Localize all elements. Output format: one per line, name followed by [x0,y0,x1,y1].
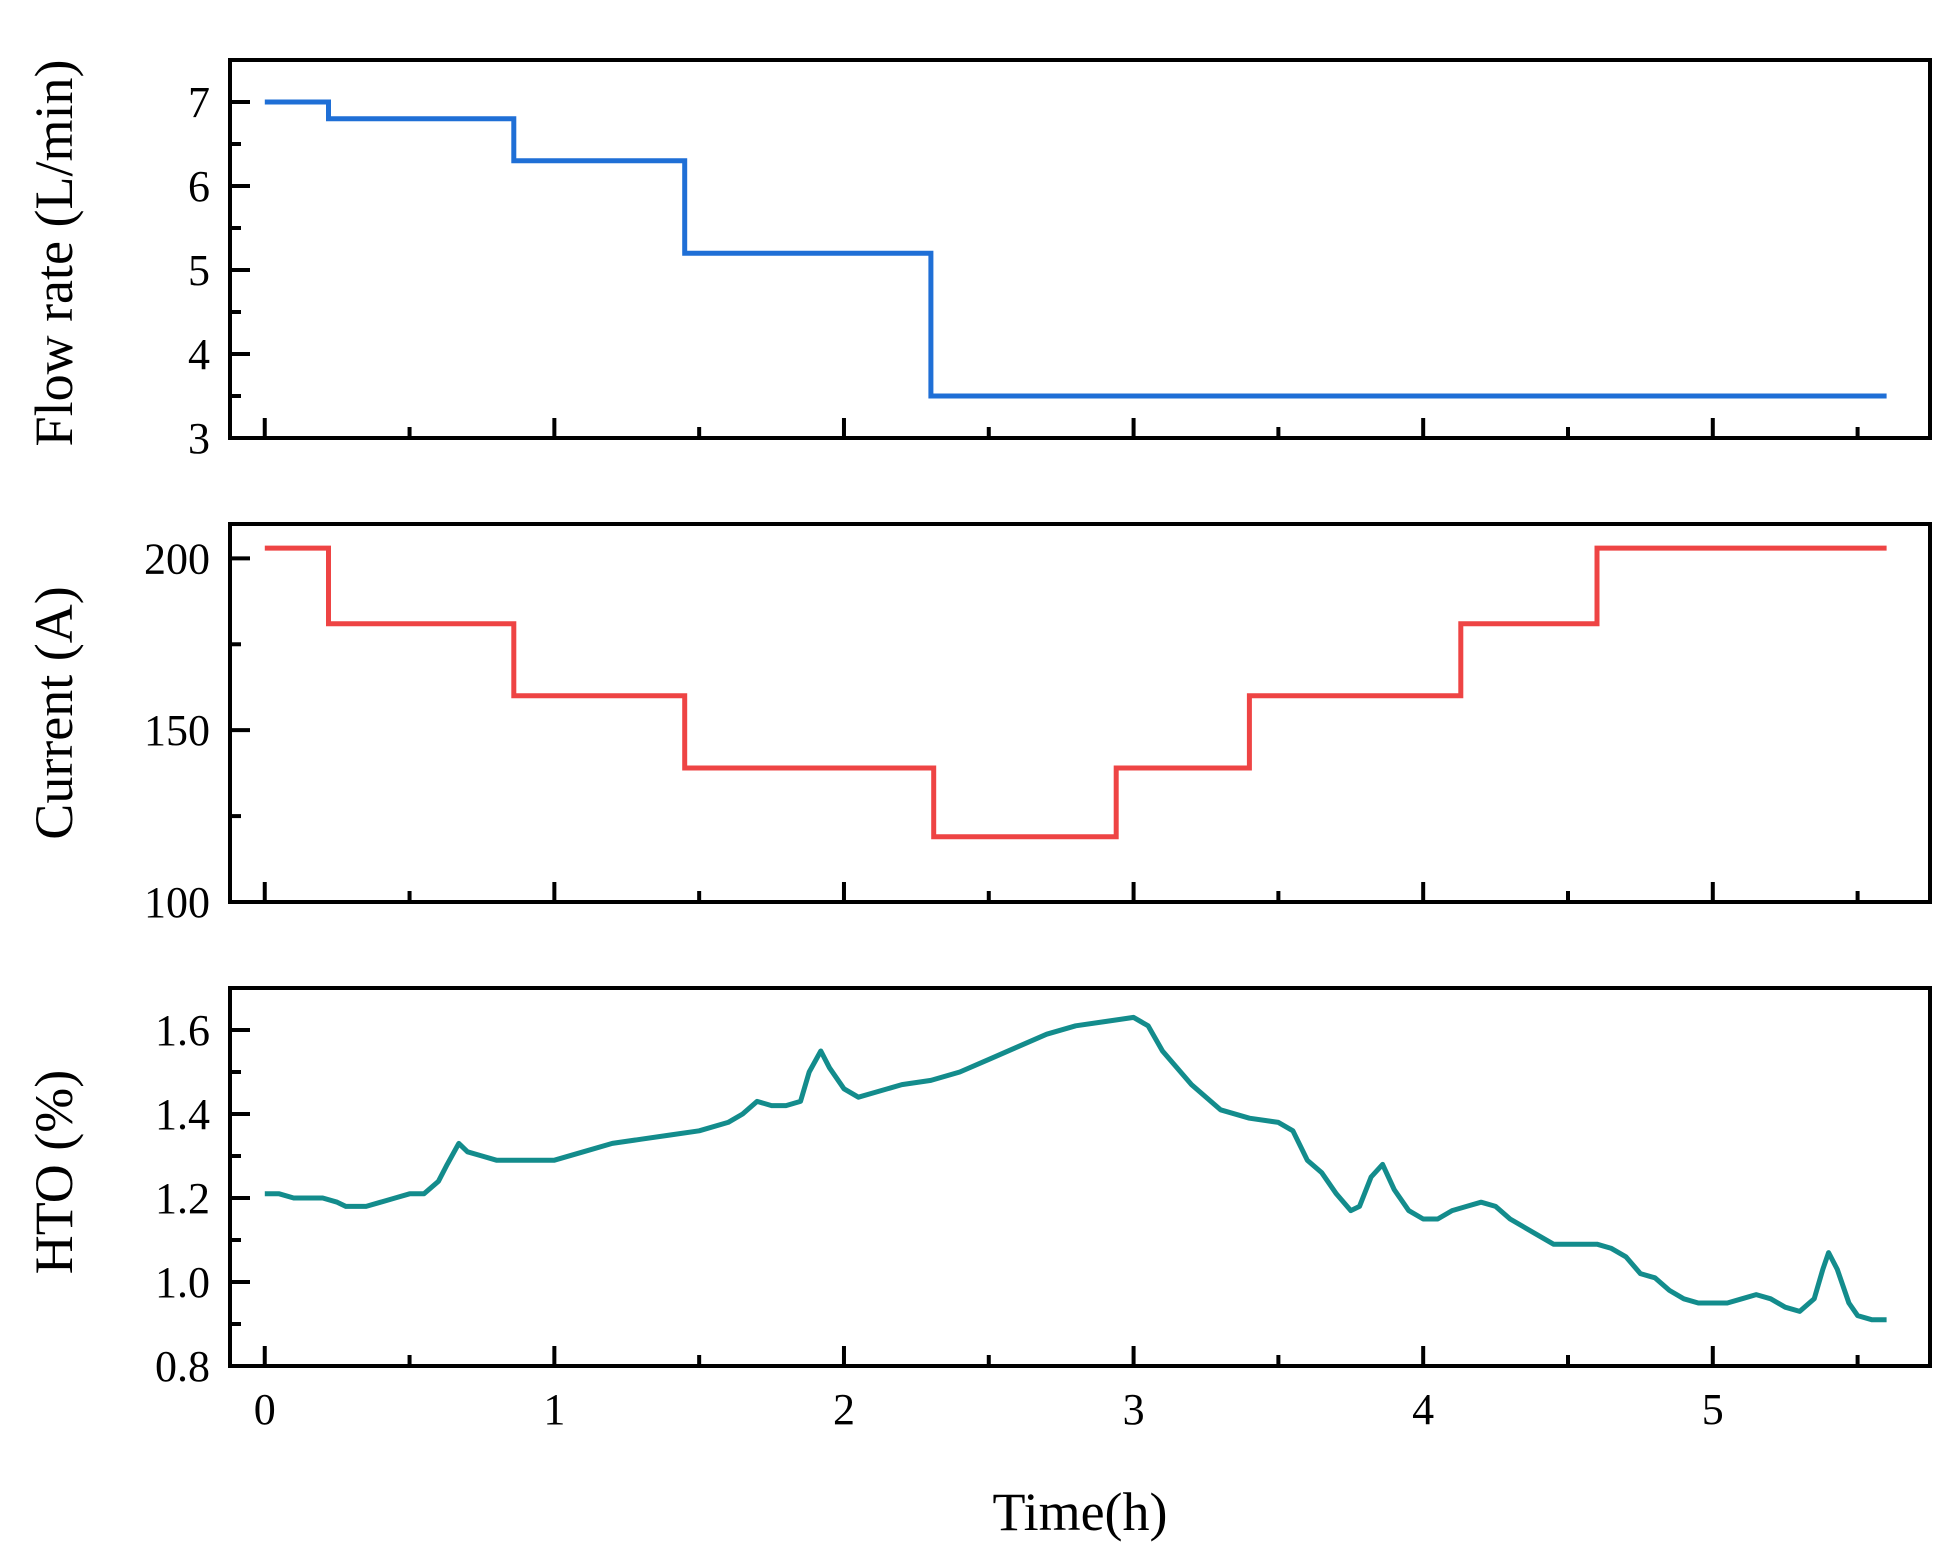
hto-y-tick-labels: 0.8 1.0 1.2 1.4 1.6 [155,1006,210,1391]
current-panel: 100 150 200 Current (A) [24,522,1932,927]
flow-rate-plot-frame [228,58,1932,440]
hto-panel: 0.8 1.0 1.2 1.4 1.6 0 1 2 3 4 5 HTO (%) Time(h) [24,986,1932,1542]
x-tick-label: 0 [254,1385,276,1434]
y-tick-label: 3 [188,414,210,463]
current-ticks [230,556,1860,904]
y-tick-label: 200 [144,534,210,583]
hto-x-tick-labels: 0 1 2 3 4 5 [254,1385,1724,1434]
y-tick-label: 100 [144,878,210,927]
y-tick-label: 1.4 [155,1090,210,1139]
hto-plot-frame [228,986,1932,1368]
y-tick-label: 5 [188,246,210,295]
flow-rate-y-axis-title: Flow rate (L/min) [24,60,84,447]
x-tick-label: 5 [1702,1385,1724,1434]
hto-ticks [230,986,1860,1368]
current-y-tick-labels: 100 150 200 [144,534,210,927]
y-tick-label: 150 [144,706,210,755]
x-axis-title: Time(h) [992,1482,1167,1542]
current-y-axis-title: Current (A) [24,586,84,839]
flow-rate-panel: 3 4 5 6 7 Flow rate (L/min) [24,58,1932,463]
y-tick-label: 1.0 [155,1258,210,1307]
x-tick-label: 2 [833,1385,855,1434]
flow-rate-line [264,99,1887,399]
y-tick-label: 6 [188,162,210,211]
y-tick-label: 1.6 [155,1006,210,1055]
flow-rate-ticks [230,58,1860,440]
hto-y-axis-title: HTO (%) [24,1070,84,1274]
y-tick-label: 7 [188,78,210,127]
current-line [264,545,1887,840]
y-tick-label: 0.8 [155,1342,210,1391]
current-plot-frame [228,522,1932,904]
y-tick-label: 1.2 [155,1174,210,1223]
x-tick-label: 3 [1123,1385,1145,1434]
x-tick-label: 1 [543,1385,565,1434]
flow-rate-y-tick-labels: 3 4 5 6 7 [188,78,210,463]
hto-line [264,1014,1887,1323]
y-tick-label: 4 [188,330,210,379]
x-tick-label: 4 [1412,1385,1434,1434]
